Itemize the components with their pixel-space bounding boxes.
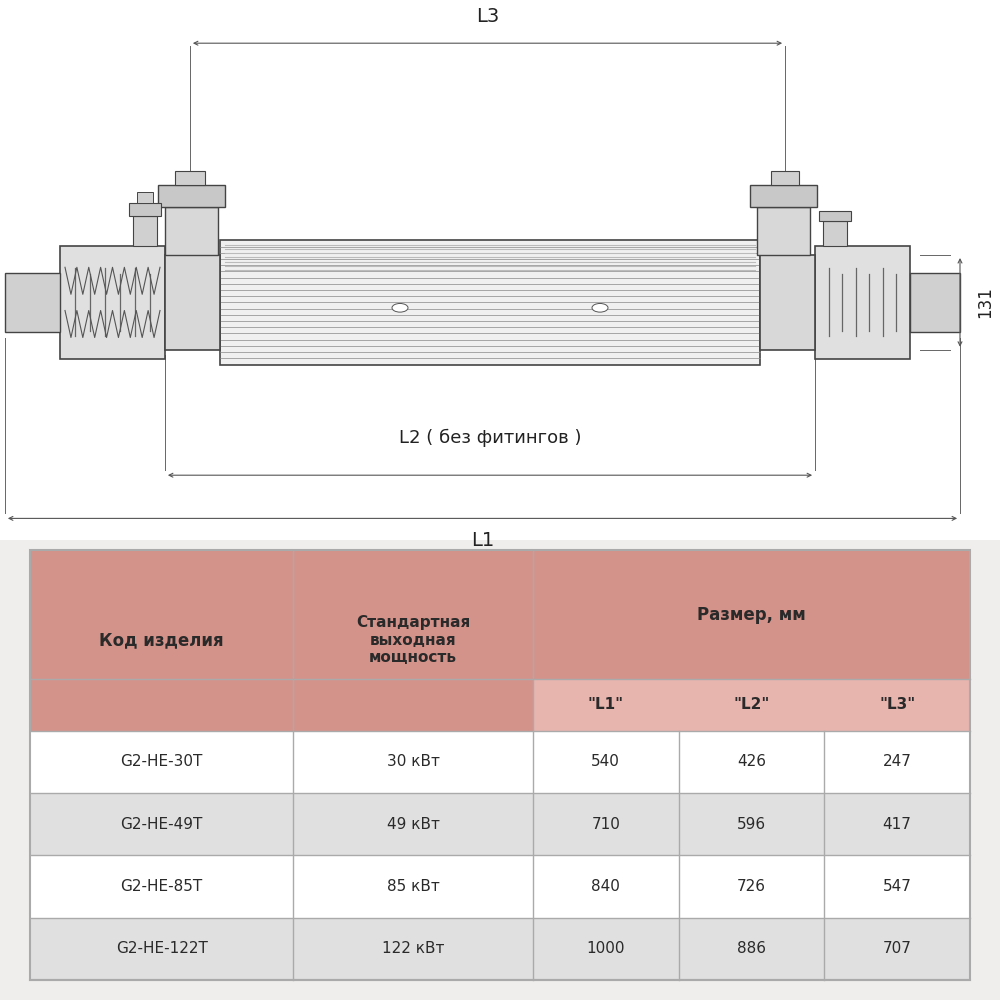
- Text: 122 кВт: 122 кВт: [382, 941, 444, 956]
- Bar: [30, 731, 970, 793]
- Text: 596: 596: [737, 817, 766, 832]
- Text: "L1": "L1": [588, 697, 624, 712]
- Text: L1: L1: [471, 530, 494, 550]
- Text: 726: 726: [737, 879, 766, 894]
- Text: 85 кВт: 85 кВт: [387, 879, 439, 894]
- Text: 247: 247: [883, 754, 912, 769]
- Bar: [158, 185, 225, 207]
- Bar: [30, 918, 970, 980]
- Bar: [819, 211, 851, 221]
- Text: "L2": "L2": [733, 697, 770, 712]
- Text: 49 кВт: 49 кВт: [387, 817, 440, 832]
- Text: L3: L3: [476, 7, 499, 26]
- Text: 886: 886: [737, 941, 766, 956]
- Bar: [750, 185, 817, 207]
- Text: Размер, мм: Размер, мм: [697, 605, 806, 624]
- Text: G2-HE-30T: G2-HE-30T: [120, 754, 203, 769]
- Text: G2-HE-49T: G2-HE-49T: [120, 817, 203, 832]
- Text: 540: 540: [591, 754, 620, 769]
- Text: 30 кВт: 30 кВт: [387, 754, 440, 769]
- Bar: [129, 202, 161, 216]
- Text: 1000: 1000: [586, 941, 625, 956]
- Bar: [30, 793, 970, 855]
- Text: 840: 840: [591, 879, 620, 894]
- Bar: [165, 207, 218, 255]
- Bar: [220, 240, 760, 364]
- Bar: [137, 192, 153, 202]
- Text: 710: 710: [591, 817, 620, 832]
- Circle shape: [592, 303, 608, 312]
- Bar: [30, 550, 970, 731]
- Text: G2-HE-122T: G2-HE-122T: [116, 941, 208, 956]
- Text: G2-HE-85T: G2-HE-85T: [120, 879, 203, 894]
- Bar: [60, 246, 165, 359]
- Bar: [5, 273, 60, 332]
- Bar: [760, 255, 815, 350]
- Text: "L3": "L3": [879, 697, 915, 712]
- Bar: [175, 171, 205, 185]
- Text: 131: 131: [976, 286, 994, 318]
- Circle shape: [392, 303, 408, 312]
- Bar: [30, 679, 533, 731]
- Bar: [133, 216, 157, 246]
- Bar: [30, 855, 970, 918]
- Text: 547: 547: [883, 879, 912, 894]
- Text: L2 ( без фитингов ): L2 ( без фитингов ): [399, 428, 581, 447]
- Bar: [910, 273, 960, 332]
- Text: 707: 707: [883, 941, 912, 956]
- Bar: [757, 207, 810, 255]
- Bar: [771, 171, 799, 185]
- Bar: [823, 221, 847, 246]
- Text: Стандартная
выходная
мощность: Стандартная выходная мощность: [356, 615, 470, 665]
- Text: 417: 417: [883, 817, 912, 832]
- Bar: [815, 246, 910, 359]
- Text: Код изделия: Код изделия: [99, 631, 224, 649]
- Bar: [165, 255, 220, 350]
- Text: 426: 426: [737, 754, 766, 769]
- Bar: [30, 679, 970, 731]
